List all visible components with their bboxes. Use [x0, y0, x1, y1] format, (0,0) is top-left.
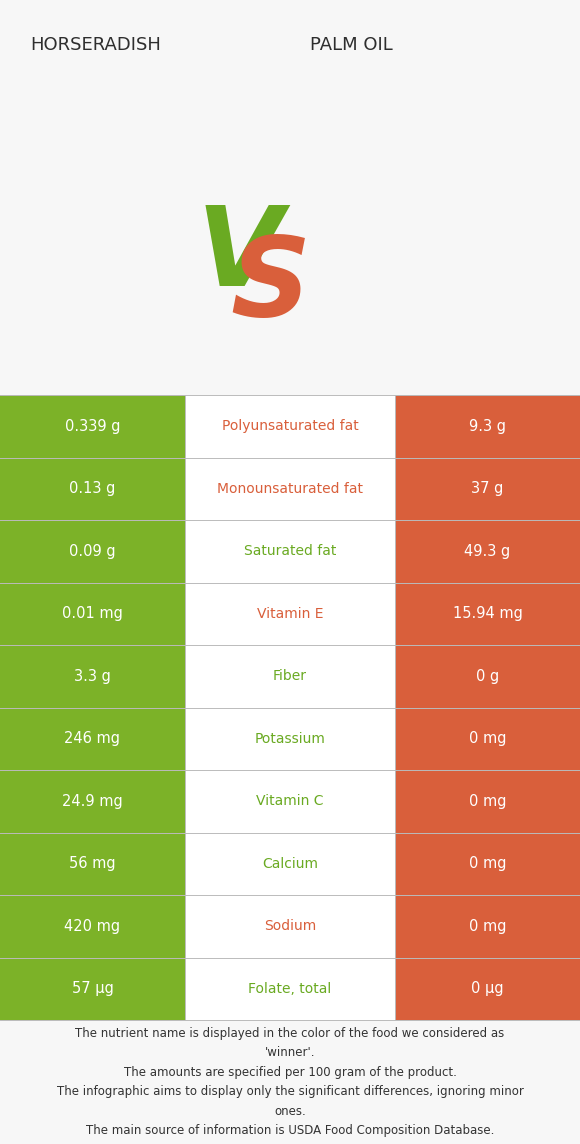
Text: 0 g: 0 g — [476, 669, 499, 684]
Bar — [185, 770, 395, 833]
Text: 3.3 g: 3.3 g — [74, 669, 111, 684]
Bar — [395, 521, 580, 582]
Bar — [185, 395, 395, 458]
Text: 0 mg: 0 mg — [469, 919, 506, 934]
Text: Saturated fat: Saturated fat — [244, 545, 336, 558]
Text: 9.3 g: 9.3 g — [469, 419, 506, 434]
Bar — [185, 521, 395, 582]
Bar — [0, 645, 185, 707]
Bar — [185, 645, 395, 707]
Text: 37 g: 37 g — [472, 482, 503, 496]
Text: Fiber: Fiber — [273, 669, 307, 683]
Bar — [185, 582, 395, 645]
Text: 49.3 g: 49.3 g — [465, 543, 510, 558]
Text: V: V — [197, 201, 283, 309]
Text: 24.9 mg: 24.9 mg — [62, 794, 123, 809]
Bar — [185, 833, 395, 895]
Bar — [395, 895, 580, 958]
Bar — [395, 395, 580, 458]
Text: The nutrient name is displayed in the color of the food we considered as
'winner: The nutrient name is displayed in the co… — [57, 1027, 523, 1137]
Text: 0 mg: 0 mg — [469, 794, 506, 809]
Text: 0 mg: 0 mg — [469, 856, 506, 872]
Text: Folate, total: Folate, total — [248, 982, 332, 995]
Text: PALM OIL: PALM OIL — [310, 35, 393, 54]
Text: Vitamin C: Vitamin C — [256, 794, 324, 809]
Bar — [395, 645, 580, 707]
Text: Monounsaturated fat: Monounsaturated fat — [217, 482, 363, 495]
Text: 0 μg: 0 μg — [471, 982, 504, 996]
Text: Potassium: Potassium — [255, 732, 325, 746]
Bar — [0, 833, 185, 895]
Text: Calcium: Calcium — [262, 857, 318, 871]
Text: 0.01 mg: 0.01 mg — [62, 606, 123, 621]
Bar — [395, 833, 580, 895]
Bar — [0, 958, 185, 1020]
Bar — [185, 458, 395, 521]
Bar — [0, 707, 185, 770]
Bar — [0, 770, 185, 833]
Bar — [0, 895, 185, 958]
Bar — [395, 458, 580, 521]
Text: 0.09 g: 0.09 g — [69, 543, 116, 558]
Bar — [0, 458, 185, 521]
Text: Sodium: Sodium — [264, 920, 316, 934]
Bar — [185, 895, 395, 958]
Bar — [185, 958, 395, 1020]
Text: Polyunsaturated fat: Polyunsaturated fat — [222, 419, 358, 434]
Text: 57 μg: 57 μg — [71, 982, 114, 996]
Bar — [395, 582, 580, 645]
Text: 420 mg: 420 mg — [64, 919, 121, 934]
Text: 56 mg: 56 mg — [69, 856, 116, 872]
Text: Vitamin E: Vitamin E — [257, 606, 323, 621]
Text: HORSERADISH: HORSERADISH — [30, 35, 161, 54]
Text: S: S — [230, 231, 310, 339]
Bar — [0, 582, 185, 645]
Text: 15.94 mg: 15.94 mg — [452, 606, 523, 621]
Text: 246 mg: 246 mg — [64, 731, 121, 746]
Bar — [0, 521, 185, 582]
Bar — [395, 958, 580, 1020]
Bar — [185, 707, 395, 770]
Bar — [0, 395, 185, 458]
Bar — [395, 707, 580, 770]
Text: 0 mg: 0 mg — [469, 731, 506, 746]
Text: 0.13 g: 0.13 g — [70, 482, 115, 496]
Text: 0.339 g: 0.339 g — [65, 419, 120, 434]
Bar — [395, 770, 580, 833]
